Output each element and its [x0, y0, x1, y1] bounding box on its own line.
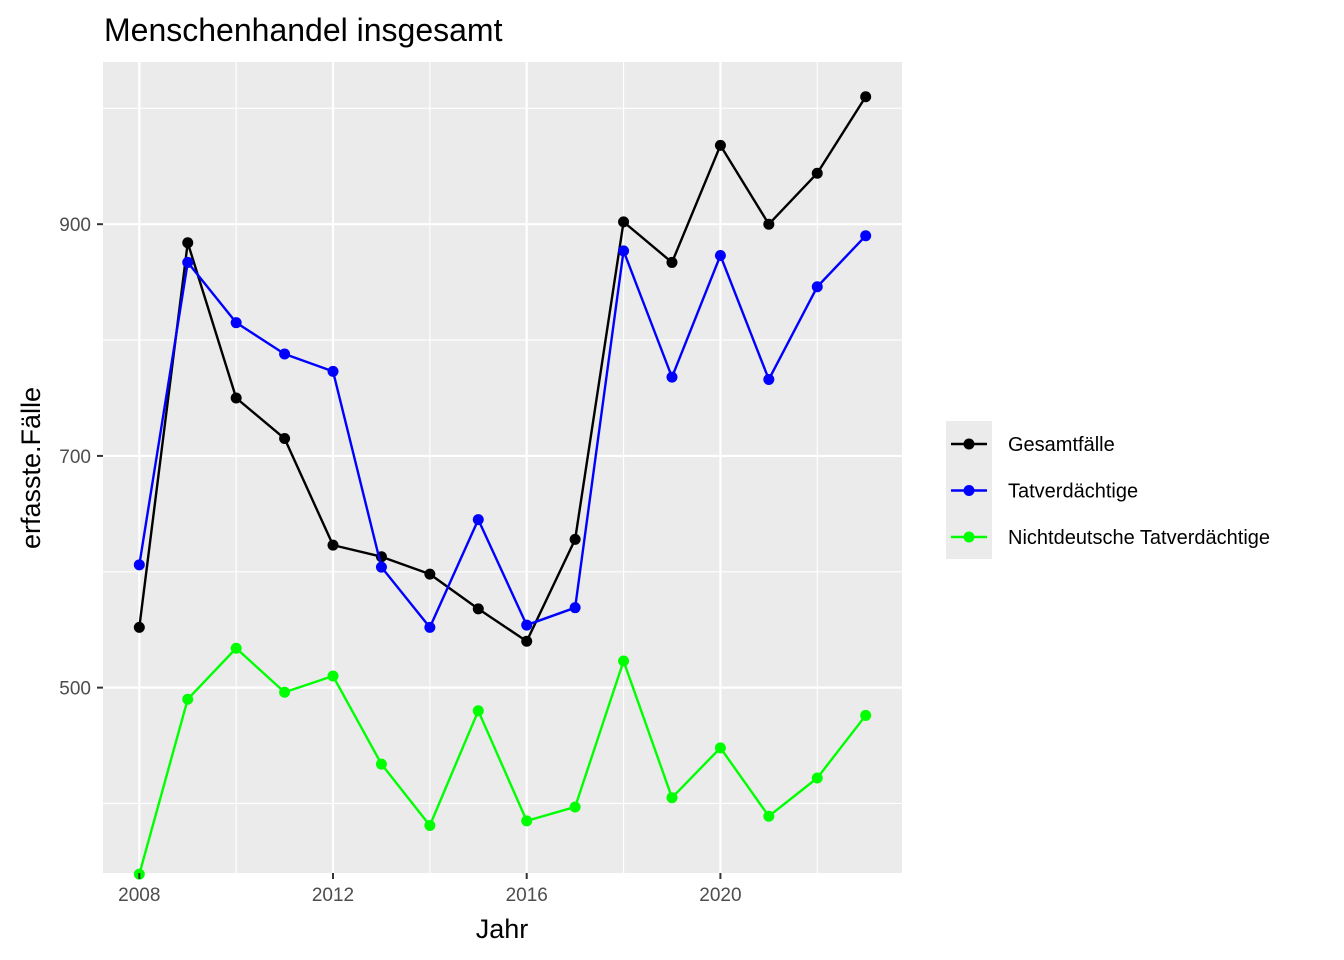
data-point [424, 621, 436, 633]
data-point [521, 815, 533, 827]
series-line [138, 234, 867, 629]
data-point [860, 709, 872, 721]
plot-panel [103, 62, 902, 873]
series-layer [133, 91, 872, 880]
data-point [618, 655, 630, 667]
data-point [424, 568, 436, 580]
data-point [521, 635, 533, 647]
data-point [375, 758, 387, 770]
data-point [569, 533, 581, 545]
data-point [569, 602, 581, 614]
data-point [230, 317, 242, 329]
data-point [182, 693, 194, 705]
data-point [230, 392, 242, 404]
data-point [230, 642, 242, 654]
data-point [666, 256, 678, 268]
data-point [860, 230, 872, 242]
legend-label: Tatverdächtige [1008, 481, 1138, 503]
data-point [666, 792, 678, 804]
data-point [569, 801, 581, 813]
x-axis-title: Jahr [476, 914, 529, 944]
data-point [472, 603, 484, 615]
series-2 [133, 230, 872, 633]
legend: Gesamtfälle Tatverdächtige Nichtdeutsche T… [946, 421, 1270, 559]
legend-label: Nichtdeutsche Tatverdächtige [1008, 527, 1270, 549]
data-point [279, 348, 291, 360]
legend-key-point [963, 485, 975, 496]
y-axis-title: erfasste.Fälle [16, 387, 46, 549]
data-point [327, 539, 339, 551]
data-point [327, 365, 339, 377]
legend-label: Gesamtfälle [1008, 434, 1115, 456]
data-point [182, 256, 194, 268]
data-point [714, 742, 726, 754]
y-tick-label: 500 [59, 679, 91, 700]
data-point [714, 249, 726, 261]
data-point [133, 559, 145, 571]
chart-title: Menschenhandel insgesamt [104, 12, 503, 48]
data-point [860, 91, 872, 103]
data-point [472, 514, 484, 526]
data-point [133, 621, 145, 633]
data-point [714, 139, 726, 151]
data-point [811, 167, 823, 179]
data-point [375, 561, 387, 573]
series-line [138, 96, 867, 643]
data-point [279, 686, 291, 698]
data-point [521, 619, 533, 631]
series-3 [133, 642, 872, 880]
series-line [138, 647, 867, 875]
legend-key-point [963, 438, 975, 450]
y-tick-label: 900 [59, 215, 91, 236]
data-point [424, 819, 436, 831]
y-tick-label: 700 [59, 447, 91, 468]
x-axis: 2008 2012 2016 2020 [118, 873, 742, 906]
x-tick-label: 2012 [312, 885, 354, 906]
data-point [763, 373, 775, 385]
data-point [666, 371, 678, 383]
data-point [182, 237, 194, 249]
data-point [763, 810, 775, 822]
data-point [811, 772, 823, 784]
data-point [618, 216, 630, 228]
x-tick-label: 2016 [506, 885, 548, 906]
data-point [327, 670, 339, 682]
y-axis: 500 700 900 [59, 215, 103, 700]
data-point [811, 281, 823, 293]
data-point [279, 433, 291, 445]
x-tick-label: 2008 [118, 885, 160, 906]
x-tick-label: 2020 [699, 885, 741, 906]
data-point [763, 218, 775, 230]
major-gridlines [103, 62, 902, 873]
data-point [618, 245, 630, 257]
legend-key-point [963, 531, 975, 543]
data-point [472, 705, 484, 717]
series-1 [133, 91, 872, 647]
